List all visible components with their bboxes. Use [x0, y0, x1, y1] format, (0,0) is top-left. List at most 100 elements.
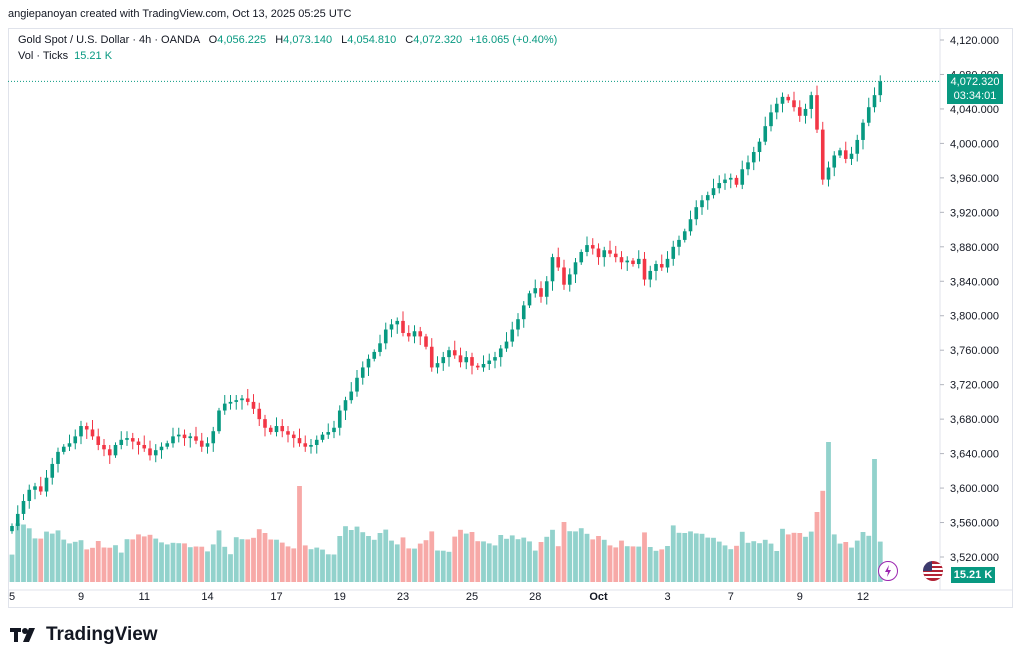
- candle-body: [498, 348, 503, 358]
- volume-bar: [481, 541, 486, 582]
- candle-body: [441, 357, 446, 364]
- volume-bar: [785, 534, 791, 582]
- volume-bar: [676, 532, 682, 582]
- candle-body: [585, 245, 589, 252]
- candle-body: [757, 141, 762, 153]
- volume-bar: [44, 531, 49, 582]
- x-tick-label: 23: [397, 591, 409, 603]
- volume-bar: [619, 540, 624, 582]
- lightning-icon[interactable]: [878, 561, 898, 581]
- last-price-value: 4,072.320: [950, 76, 1000, 88]
- close-value: 4,072.320: [413, 34, 463, 46]
- candle-body: [671, 246, 676, 259]
- candle-body: [855, 139, 860, 154]
- volume-bar: [15, 523, 21, 582]
- symbol-title[interactable]: Gold Spot / U.S. Dollar · 4h · OANDA: [18, 34, 200, 46]
- x-tick-label: 3: [664, 591, 670, 603]
- candle-body: [211, 431, 216, 444]
- volume-bar: [417, 543, 423, 582]
- candle-body: [464, 357, 469, 363]
- volume-bar: [624, 546, 630, 582]
- tradingview-logo[interactable]: TradingView: [10, 624, 158, 646]
- candle-body: [165, 443, 170, 447]
- candle-body: [838, 150, 842, 156]
- y-tick-label: 3,520.000: [950, 552, 999, 564]
- y-tick-label: 3,960.000: [950, 173, 999, 185]
- candle-body: [654, 264, 658, 271]
- volume-bar: [630, 546, 636, 582]
- x-tick-label: 25: [466, 591, 478, 603]
- candle-body: [447, 350, 451, 358]
- tradingview-logo-icon: [10, 626, 40, 644]
- y-tick-label: 3,600.000: [950, 483, 999, 495]
- volume-bar: [245, 539, 251, 582]
- volume-bar: [492, 545, 498, 582]
- y-tick-label: 3,560.000: [950, 518, 999, 530]
- candle-body: [504, 341, 509, 349]
- volume-bar: [320, 549, 325, 582]
- y-tick-label: 3,760.000: [950, 345, 999, 357]
- price-chart[interactable]: 3,520.000 3,560.000 3,600.000 3,640.000 3,68…: [0, 0, 1024, 610]
- us-flag-icon[interactable]: [923, 561, 943, 581]
- candle-body: [56, 451, 60, 464]
- candle-body: [786, 96, 791, 101]
- y-tick-label: 3,880.000: [950, 242, 999, 254]
- candle-body: [67, 443, 72, 447]
- volume-bar: [647, 547, 653, 582]
- candle-body: [832, 155, 837, 168]
- candle-body: [84, 426, 89, 430]
- candle-body: [539, 288, 543, 297]
- candle-body: [688, 219, 693, 232]
- x-tick-label: 28: [529, 591, 541, 603]
- volume-bar: [831, 534, 837, 582]
- y-tick-label: 3,800.000: [950, 311, 999, 323]
- volume-bar: [538, 542, 544, 582]
- volume-bar: [711, 537, 716, 582]
- candle-body: [171, 436, 175, 444]
- x-tick-label: 9: [797, 591, 803, 603]
- volume-bar: [291, 548, 297, 582]
- candle-body: [309, 444, 313, 447]
- candle-body: [44, 477, 49, 492]
- candle-body: [843, 150, 848, 159]
- candle-body: [291, 434, 296, 439]
- candle-body: [153, 450, 158, 456]
- volume-bar: [567, 531, 573, 582]
- candle-body: [435, 363, 440, 368]
- x-tick-label: 9: [78, 591, 84, 603]
- volume-bar: [113, 545, 118, 582]
- candle-body: [424, 336, 428, 347]
- volume-bar: [435, 550, 440, 582]
- volume-label[interactable]: Vol · Ticks: [18, 50, 69, 62]
- candle-body: [240, 398, 244, 401]
- volume-bar: [803, 536, 808, 582]
- volume-bar: [21, 524, 26, 582]
- volume-bar: [297, 486, 302, 582]
- candle-body: [27, 489, 32, 501]
- volume-bar: [101, 547, 107, 582]
- chart-frame[interactable]: [8, 28, 1013, 608]
- candle-body: [797, 107, 802, 116]
- candle-body: [199, 440, 204, 447]
- candle-body: [15, 513, 20, 526]
- candle-body: [159, 446, 164, 451]
- volume-bar: [32, 538, 38, 582]
- x-tick-label: 17: [270, 591, 282, 603]
- volume-bar: [67, 543, 72, 582]
- candle-body: [470, 357, 474, 366]
- volume-bar: [302, 545, 308, 582]
- candle-body: [50, 463, 55, 478]
- volume-bar: [670, 525, 676, 582]
- candle-body: [412, 331, 417, 337]
- volume-bar: [366, 536, 371, 582]
- x-tick-label: 7: [728, 591, 734, 603]
- candle-body: [682, 231, 687, 240]
- volume-bar: [854, 540, 860, 582]
- volume-bar: [61, 539, 67, 582]
- volume-bar: [216, 530, 222, 582]
- volume-bar: [452, 536, 458, 582]
- volume-bar: [95, 541, 101, 582]
- volume-bar: [210, 544, 216, 582]
- volume-bar: [688, 531, 693, 582]
- volume-bar: [659, 549, 665, 582]
